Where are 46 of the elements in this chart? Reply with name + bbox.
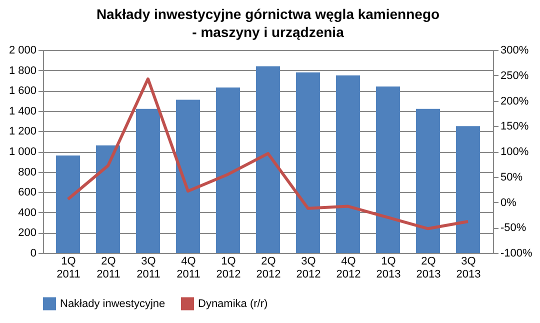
bar (456, 126, 480, 253)
y2-tick-label: 100% (500, 146, 529, 158)
x-tick-label: 2Q 2012 (256, 256, 281, 280)
legend-label: Nakłady inwestycyjne (60, 298, 166, 310)
x-tick-label: 3Q 2011 (136, 256, 160, 280)
x-tick-label: 2Q 2011 (96, 256, 120, 280)
y-tick-label: 1 200 (8, 126, 36, 138)
bar (56, 156, 80, 253)
x-tick-label: 4Q 2012 (336, 256, 361, 280)
y-tick-label: 1 800 (8, 64, 36, 77)
y-tick-label: 400 (18, 206, 36, 219)
bar (296, 72, 320, 253)
y2-tick-label: 200% (500, 95, 529, 108)
y2-tick-label: -50% (500, 222, 526, 234)
y-tick-label: 1 000 (8, 146, 36, 158)
y2-tick-label: 300% (500, 44, 529, 56)
bar (416, 108, 440, 253)
bar (216, 88, 240, 253)
chart-title: Nakłady inwestycyjne górnictwa węgla kamiennego - maszyny i urządzenia (96, 6, 440, 40)
y2-tick-label: 50% (500, 171, 523, 184)
y-tick-label: 1 400 (8, 105, 36, 118)
y2-tick-label: 150% (500, 120, 529, 133)
y-tick-label: 2 000 (8, 44, 36, 56)
y-tick-label: 1 600 (8, 85, 36, 98)
x-tick-label: 1Q 2013 (376, 256, 401, 280)
y-tick-label: 0 (30, 248, 36, 260)
line-series (66, 77, 470, 230)
x-tick-label: 1Q 2011 (56, 256, 80, 280)
bar (336, 75, 360, 253)
bar (136, 108, 160, 253)
y2-tick-label: 0% (500, 196, 517, 209)
y2-tick-label: -100% (500, 248, 533, 260)
y-tick-label: 600 (18, 186, 36, 199)
x-tick-label: 3Q 2012 (296, 256, 321, 280)
x-tick-label: 1Q 2012 (216, 256, 241, 280)
x-tick-label: 2Q 2013 (416, 256, 441, 280)
y-tick-label: 200 (18, 227, 36, 240)
bar (176, 100, 200, 253)
x-tick-label: 4Q 2011 (176, 256, 200, 280)
x-tick-label: 3Q 2013 (456, 256, 481, 280)
y-tick-label: 800 (18, 166, 36, 178)
bar (376, 86, 400, 253)
bar (96, 145, 120, 253)
bar (256, 66, 280, 253)
y2-tick-label: 250% (500, 70, 529, 82)
legend-label: Dynamika (r/r) (198, 298, 268, 310)
